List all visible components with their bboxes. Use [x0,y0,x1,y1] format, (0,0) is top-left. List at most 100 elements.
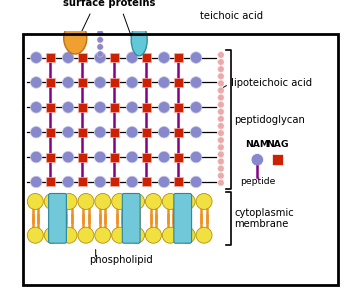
Circle shape [218,180,224,186]
Circle shape [61,227,77,243]
Circle shape [158,126,170,138]
Circle shape [218,116,224,122]
FancyBboxPatch shape [142,78,151,87]
FancyBboxPatch shape [46,103,55,112]
FancyBboxPatch shape [46,153,55,162]
Circle shape [126,126,138,138]
FancyBboxPatch shape [142,153,151,162]
Text: peptidoglycan: peptidoglycan [234,115,305,125]
FancyBboxPatch shape [110,103,119,112]
Circle shape [190,101,202,113]
Circle shape [95,193,111,210]
Circle shape [145,227,161,243]
Circle shape [196,193,212,210]
Circle shape [62,151,74,163]
Circle shape [44,227,60,243]
FancyBboxPatch shape [46,128,55,137]
FancyBboxPatch shape [46,78,55,87]
Circle shape [30,77,42,88]
Circle shape [62,77,74,88]
Circle shape [94,101,106,113]
FancyBboxPatch shape [110,177,119,186]
FancyBboxPatch shape [122,193,140,243]
FancyBboxPatch shape [174,193,192,243]
FancyBboxPatch shape [174,153,183,162]
Circle shape [27,227,43,243]
Circle shape [126,151,138,163]
Circle shape [218,151,224,158]
Circle shape [126,176,138,188]
FancyBboxPatch shape [174,78,183,87]
Circle shape [30,176,42,188]
Circle shape [218,158,224,165]
Circle shape [158,101,170,113]
FancyBboxPatch shape [174,103,183,112]
Circle shape [129,227,144,243]
Circle shape [218,130,224,136]
Text: lipoteichoic acid: lipoteichoic acid [231,78,312,88]
Circle shape [218,87,224,94]
Circle shape [78,227,94,243]
FancyBboxPatch shape [78,103,87,112]
Ellipse shape [131,24,147,56]
Text: teichoic acid: teichoic acid [200,11,263,21]
Circle shape [218,101,224,108]
FancyBboxPatch shape [142,177,151,186]
Text: NAG: NAG [266,140,289,149]
FancyBboxPatch shape [78,128,87,137]
Circle shape [218,52,224,58]
Circle shape [30,151,42,163]
Circle shape [112,193,128,210]
Circle shape [62,126,74,138]
Circle shape [162,227,178,243]
Circle shape [78,193,94,210]
Circle shape [94,77,106,88]
Circle shape [218,144,224,150]
Circle shape [190,126,202,138]
Circle shape [62,176,74,188]
Circle shape [62,101,74,113]
Circle shape [162,193,178,210]
Circle shape [190,52,202,63]
Circle shape [126,52,138,63]
Circle shape [218,80,224,86]
Circle shape [94,176,106,188]
Circle shape [112,227,128,243]
FancyBboxPatch shape [78,78,87,87]
Text: surface proteins: surface proteins [63,0,155,8]
Circle shape [94,126,106,138]
FancyBboxPatch shape [110,53,119,62]
Circle shape [179,227,195,243]
Circle shape [129,193,144,210]
FancyBboxPatch shape [110,153,119,162]
FancyBboxPatch shape [110,128,119,137]
Text: NAM: NAM [245,140,269,149]
Circle shape [218,73,224,79]
FancyBboxPatch shape [78,177,87,186]
Circle shape [97,15,103,22]
Circle shape [27,193,43,210]
Circle shape [145,193,161,210]
FancyBboxPatch shape [142,103,151,112]
Circle shape [218,109,224,115]
Circle shape [97,37,103,43]
Circle shape [30,126,42,138]
Circle shape [218,166,224,172]
Circle shape [218,95,224,101]
Circle shape [94,151,106,163]
Circle shape [190,77,202,88]
Circle shape [218,137,224,143]
FancyBboxPatch shape [174,53,183,62]
Circle shape [218,123,224,129]
Circle shape [61,193,77,210]
Circle shape [126,101,138,113]
Circle shape [190,151,202,163]
Circle shape [218,173,224,179]
Circle shape [30,52,42,63]
Ellipse shape [64,22,87,54]
FancyBboxPatch shape [110,78,119,87]
Circle shape [94,52,106,63]
Text: phospholipid: phospholipid [89,255,152,265]
Circle shape [218,59,224,65]
FancyBboxPatch shape [142,53,151,62]
